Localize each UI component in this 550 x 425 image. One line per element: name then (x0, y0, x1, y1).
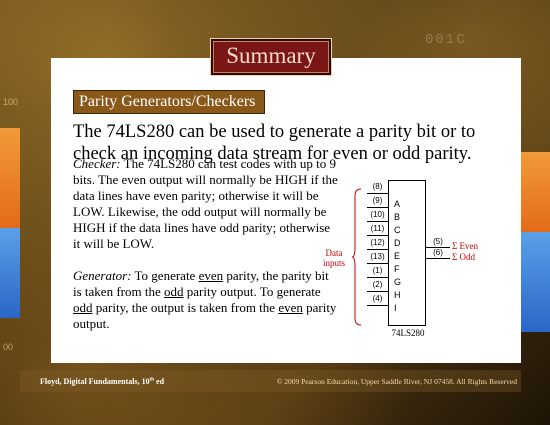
input-pin-letter: I (394, 303, 397, 313)
generator-word-odd-2: odd (73, 300, 93, 315)
side-number-bottom: 00 (3, 342, 14, 352)
generator-paragraph: Generator: To generate even parity, the … (73, 268, 338, 332)
input-pin-letter: A (394, 199, 401, 209)
input-pin-letter: H (394, 290, 401, 300)
generator-text-2: parity, the parity bit is taken from the (73, 268, 329, 299)
input-pin-number: (13) (370, 252, 385, 261)
right-blue-band (521, 232, 550, 332)
input-pin-line (367, 207, 388, 208)
input-pin-number: (1) (372, 266, 383, 275)
input-pin-line (367, 291, 388, 292)
input-pin-letter: G (394, 277, 402, 287)
footer-copyright: © 2009 Pearson Education, Upper Saddle R… (276, 377, 517, 386)
intro-text: The 74LS280 can be used to generate a pa… (73, 122, 476, 164)
checker-text: The 74LS280 can test codes with up to 9 … (73, 156, 338, 251)
input-pin-letter: E (394, 251, 401, 261)
footer-left-text: Floyd, Digital Fundamentals, 10 (40, 377, 150, 386)
input-pin-line (367, 235, 388, 236)
output-pin-number: (5) (433, 237, 443, 246)
input-pin-letter: C (394, 225, 401, 235)
background-digits: 001C (425, 32, 467, 48)
title-box (210, 38, 332, 76)
input-pin-line (367, 263, 388, 264)
input-pin-line (367, 221, 388, 222)
left-orange-band (0, 128, 20, 228)
input-pin-number: (12) (370, 238, 385, 247)
input-pin-number: (4) (372, 294, 383, 303)
slide-title: Summary (226, 43, 316, 68)
footer-left-tail: ed (156, 377, 165, 386)
footer-bar (20, 370, 521, 392)
input-pin-number: (2) (372, 280, 383, 289)
input-pin-letter: B (394, 212, 401, 222)
output-even-label: Σ Even (452, 241, 478, 251)
input-brace (352, 188, 362, 326)
input-pin-letter: D (394, 238, 401, 248)
output-pin-line (426, 258, 450, 259)
side-number-top: 100 (3, 97, 19, 107)
output-odd-label: Σ Odd (452, 252, 475, 262)
generator-text-5: parity output. (73, 300, 337, 331)
chip-part-number: 74LS280 (391, 328, 425, 338)
ic-74ls280 (388, 180, 426, 326)
input-pin-line (367, 305, 388, 306)
input-pin-line (367, 277, 388, 278)
input-pin-number: (11) (370, 224, 385, 233)
footer-book-credit: Floyd, Digital Fundamentals, 10th ed (40, 377, 164, 386)
generator-lead: Generator: (73, 268, 132, 283)
generator-text-3: parity output. To generate (186, 284, 321, 299)
generator-text-4: parity, the output is taken from the (95, 300, 276, 315)
input-pin-number: (9) (372, 196, 383, 205)
data-inputs-label: Data inputs (322, 248, 345, 268)
generator-word-even-1: even (198, 268, 224, 283)
parity-chip-diagram: Data inputs (8) A (9) B (10) C (11) D (1… (310, 180, 500, 340)
section-subheading: Parity Generators/Checkers (73, 90, 265, 114)
right-orange-band (521, 152, 550, 232)
checker-lead: Checker: (73, 156, 121, 171)
input-pin-number: (10) (370, 210, 385, 219)
generator-word-odd-1: odd (163, 284, 184, 299)
checker-paragraph: Checker: The 74LS280 can test codes with… (73, 156, 338, 252)
output-pin-number: (6) (433, 248, 443, 257)
input-pin-letter: F (394, 264, 400, 274)
input-pin-line (367, 193, 388, 194)
generator-text-1: To generate (134, 268, 196, 283)
footer-left-sup: th (149, 377, 155, 383)
input-pin-line (367, 249, 388, 250)
generator-word-even-2: even (278, 300, 303, 315)
input-pin-number: (8) (372, 182, 383, 191)
left-blue-band (0, 228, 20, 318)
output-pin-line (426, 247, 450, 248)
